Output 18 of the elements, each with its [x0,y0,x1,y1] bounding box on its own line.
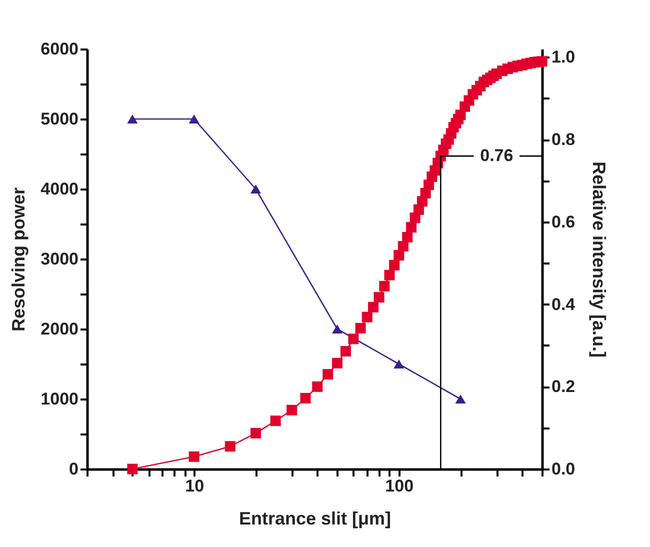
y-tick-label: 5000 [40,110,78,128]
y-tick-label: 6000 [40,40,78,58]
y2-tick-label: 0.2 [552,377,576,396]
y-tick-label: 0 [69,460,78,478]
y2-tick-label: 0.0 [552,460,576,478]
y-tick-label: 3000 [40,250,78,268]
x-tick-label: 10 [185,476,204,496]
x-axis-title: Entrance slit [μm] [238,508,392,528]
y2-tick-label: 1.0 [552,48,576,67]
y-tick-label: 4000 [40,180,78,198]
y-tick-label: 1000 [40,390,78,408]
y-tick-label: 2000 [40,320,78,338]
y2-axis-title: Relative intensity [a.u.] [589,161,610,358]
x-tick-label: 100 [385,476,414,496]
y2-tick-label: 0.4 [552,294,576,314]
y2-tick-label: 0.6 [552,212,576,232]
y2-tick-label: 0.8 [552,130,576,150]
y-axis-title: Resolving power [8,187,29,332]
